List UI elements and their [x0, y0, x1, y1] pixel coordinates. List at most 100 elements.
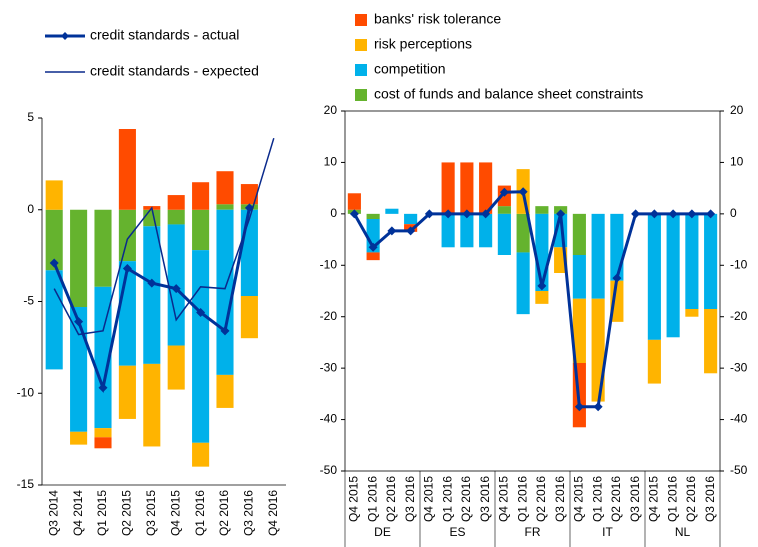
legend-marker: [61, 32, 69, 40]
y-tick-label: -15: [17, 477, 35, 491]
line-marker: [462, 209, 472, 219]
line-marker: [443, 209, 453, 219]
x-tick-label: Q4 2015: [572, 476, 586, 522]
x-tick-label: Q3 2015: [144, 490, 158, 536]
line-marker: [147, 278, 157, 288]
bar-segment: [118, 209, 136, 262]
bar-segment: [685, 309, 699, 317]
bar-segment: [94, 428, 112, 438]
x-tick-label: Q3 2016: [478, 476, 492, 522]
y-tick-label: 0: [330, 206, 337, 220]
bar-segment: [167, 195, 185, 210]
bar-segment: [460, 162, 474, 214]
line-marker: [406, 226, 416, 236]
bar-segment: [610, 213, 624, 281]
bar-segment: [216, 209, 234, 375]
x-tick-label: Q2 2016: [459, 476, 473, 522]
y-tick-label: -40: [320, 412, 338, 426]
x-tick-label: Q1 2016: [590, 476, 604, 522]
x-tick-label: Q4 2015: [347, 476, 361, 522]
bar-segment: [460, 213, 474, 248]
legend-swatch: [355, 89, 367, 101]
x-tick-label: Q4 2015: [168, 490, 182, 536]
bar-segment: [216, 171, 234, 205]
bar-segment: [704, 213, 718, 309]
bar-segment: [143, 209, 161, 227]
bar-segment: [167, 209, 185, 225]
bar-segment: [167, 345, 185, 390]
x-tick-label: Q1 2016: [515, 476, 529, 522]
x-tick-label: Q2 2016: [684, 476, 698, 522]
x-tick-label: Q4 2015: [647, 476, 661, 522]
x-tick-label: Q2 2016: [217, 490, 231, 536]
bar-segment: [70, 307, 88, 432]
y-tick-label: 10: [324, 155, 338, 169]
y-tick-label: -10: [17, 385, 35, 399]
y2-tick-label: -10: [730, 257, 748, 271]
x-tick-label: Q1 2015: [95, 490, 109, 536]
bar-segment: [192, 442, 210, 467]
bar-segment: [591, 298, 605, 402]
line-marker: [387, 226, 397, 236]
y2-tick-label: 0: [730, 206, 737, 220]
x-tick-label: Q2 2016: [384, 476, 398, 522]
bar-segment: [704, 309, 718, 374]
bar-segment: [572, 213, 586, 255]
line-legend: credit standards - actual credit standar…: [45, 27, 259, 79]
line-marker: [537, 281, 547, 291]
line-marker: [171, 284, 181, 294]
x-tick-label: Q4 2015: [422, 476, 436, 522]
x-tick-label: Q3 2016: [628, 476, 642, 522]
group-label: FR: [525, 525, 541, 539]
line-marker: [349, 209, 359, 219]
legend-label: credit standards - expected: [90, 63, 259, 79]
line-marker: [424, 209, 434, 219]
bar-segment: [94, 437, 112, 449]
y2-tick-label: 20: [730, 103, 744, 117]
y-tick-label: 5: [27, 110, 34, 124]
bar-segment: [516, 213, 530, 253]
bar-segment: [192, 209, 210, 251]
x-tick-label: Q1 2016: [193, 490, 207, 536]
bar-segment: [240, 295, 258, 339]
bar-segment: [366, 213, 380, 219]
bar-segment: [216, 204, 234, 210]
bar-segment: [479, 213, 493, 248]
x-tick-label: Q2 2016: [609, 476, 623, 522]
bar-segment: [118, 129, 136, 210]
x-tick-label: Q2 2015: [120, 490, 134, 536]
line-marker: [593, 402, 603, 412]
line-marker: [74, 317, 84, 327]
bar-segment: [143, 363, 161, 447]
bar-segment: [404, 213, 418, 225]
bar-segment: [118, 261, 136, 366]
y2-tick-label: -30: [730, 360, 748, 374]
line-marker: [556, 209, 566, 219]
x-tick-label: Q3 2016: [703, 476, 717, 522]
bar-segment: [216, 374, 234, 408]
legend-label: competition: [374, 61, 446, 77]
line-marker: [668, 209, 678, 219]
y-tick-label: -10: [320, 257, 338, 271]
bar-segment: [441, 213, 455, 248]
group-label: NL: [675, 525, 691, 539]
bar-segment: [666, 213, 680, 338]
bar-segment: [347, 193, 361, 210]
x-tick-label: Q4 2015: [497, 476, 511, 522]
line-marker: [706, 209, 716, 219]
line-marker: [518, 187, 528, 197]
line-marker: [196, 308, 206, 318]
line-marker: [49, 258, 59, 268]
line-marker: [220, 326, 230, 336]
group-label: DE: [374, 525, 391, 539]
line-marker: [574, 402, 584, 412]
legend-label: cost of funds and balance sheet constrai…: [374, 86, 643, 102]
legend-swatch: [355, 14, 367, 26]
bar-segment: [118, 365, 136, 419]
line-marker: [649, 209, 659, 219]
bar-segment: [685, 213, 699, 309]
bar-segment: [497, 213, 511, 255]
group-label: ES: [449, 525, 465, 539]
line-marker: [368, 242, 378, 252]
group-label: IT: [602, 525, 613, 539]
